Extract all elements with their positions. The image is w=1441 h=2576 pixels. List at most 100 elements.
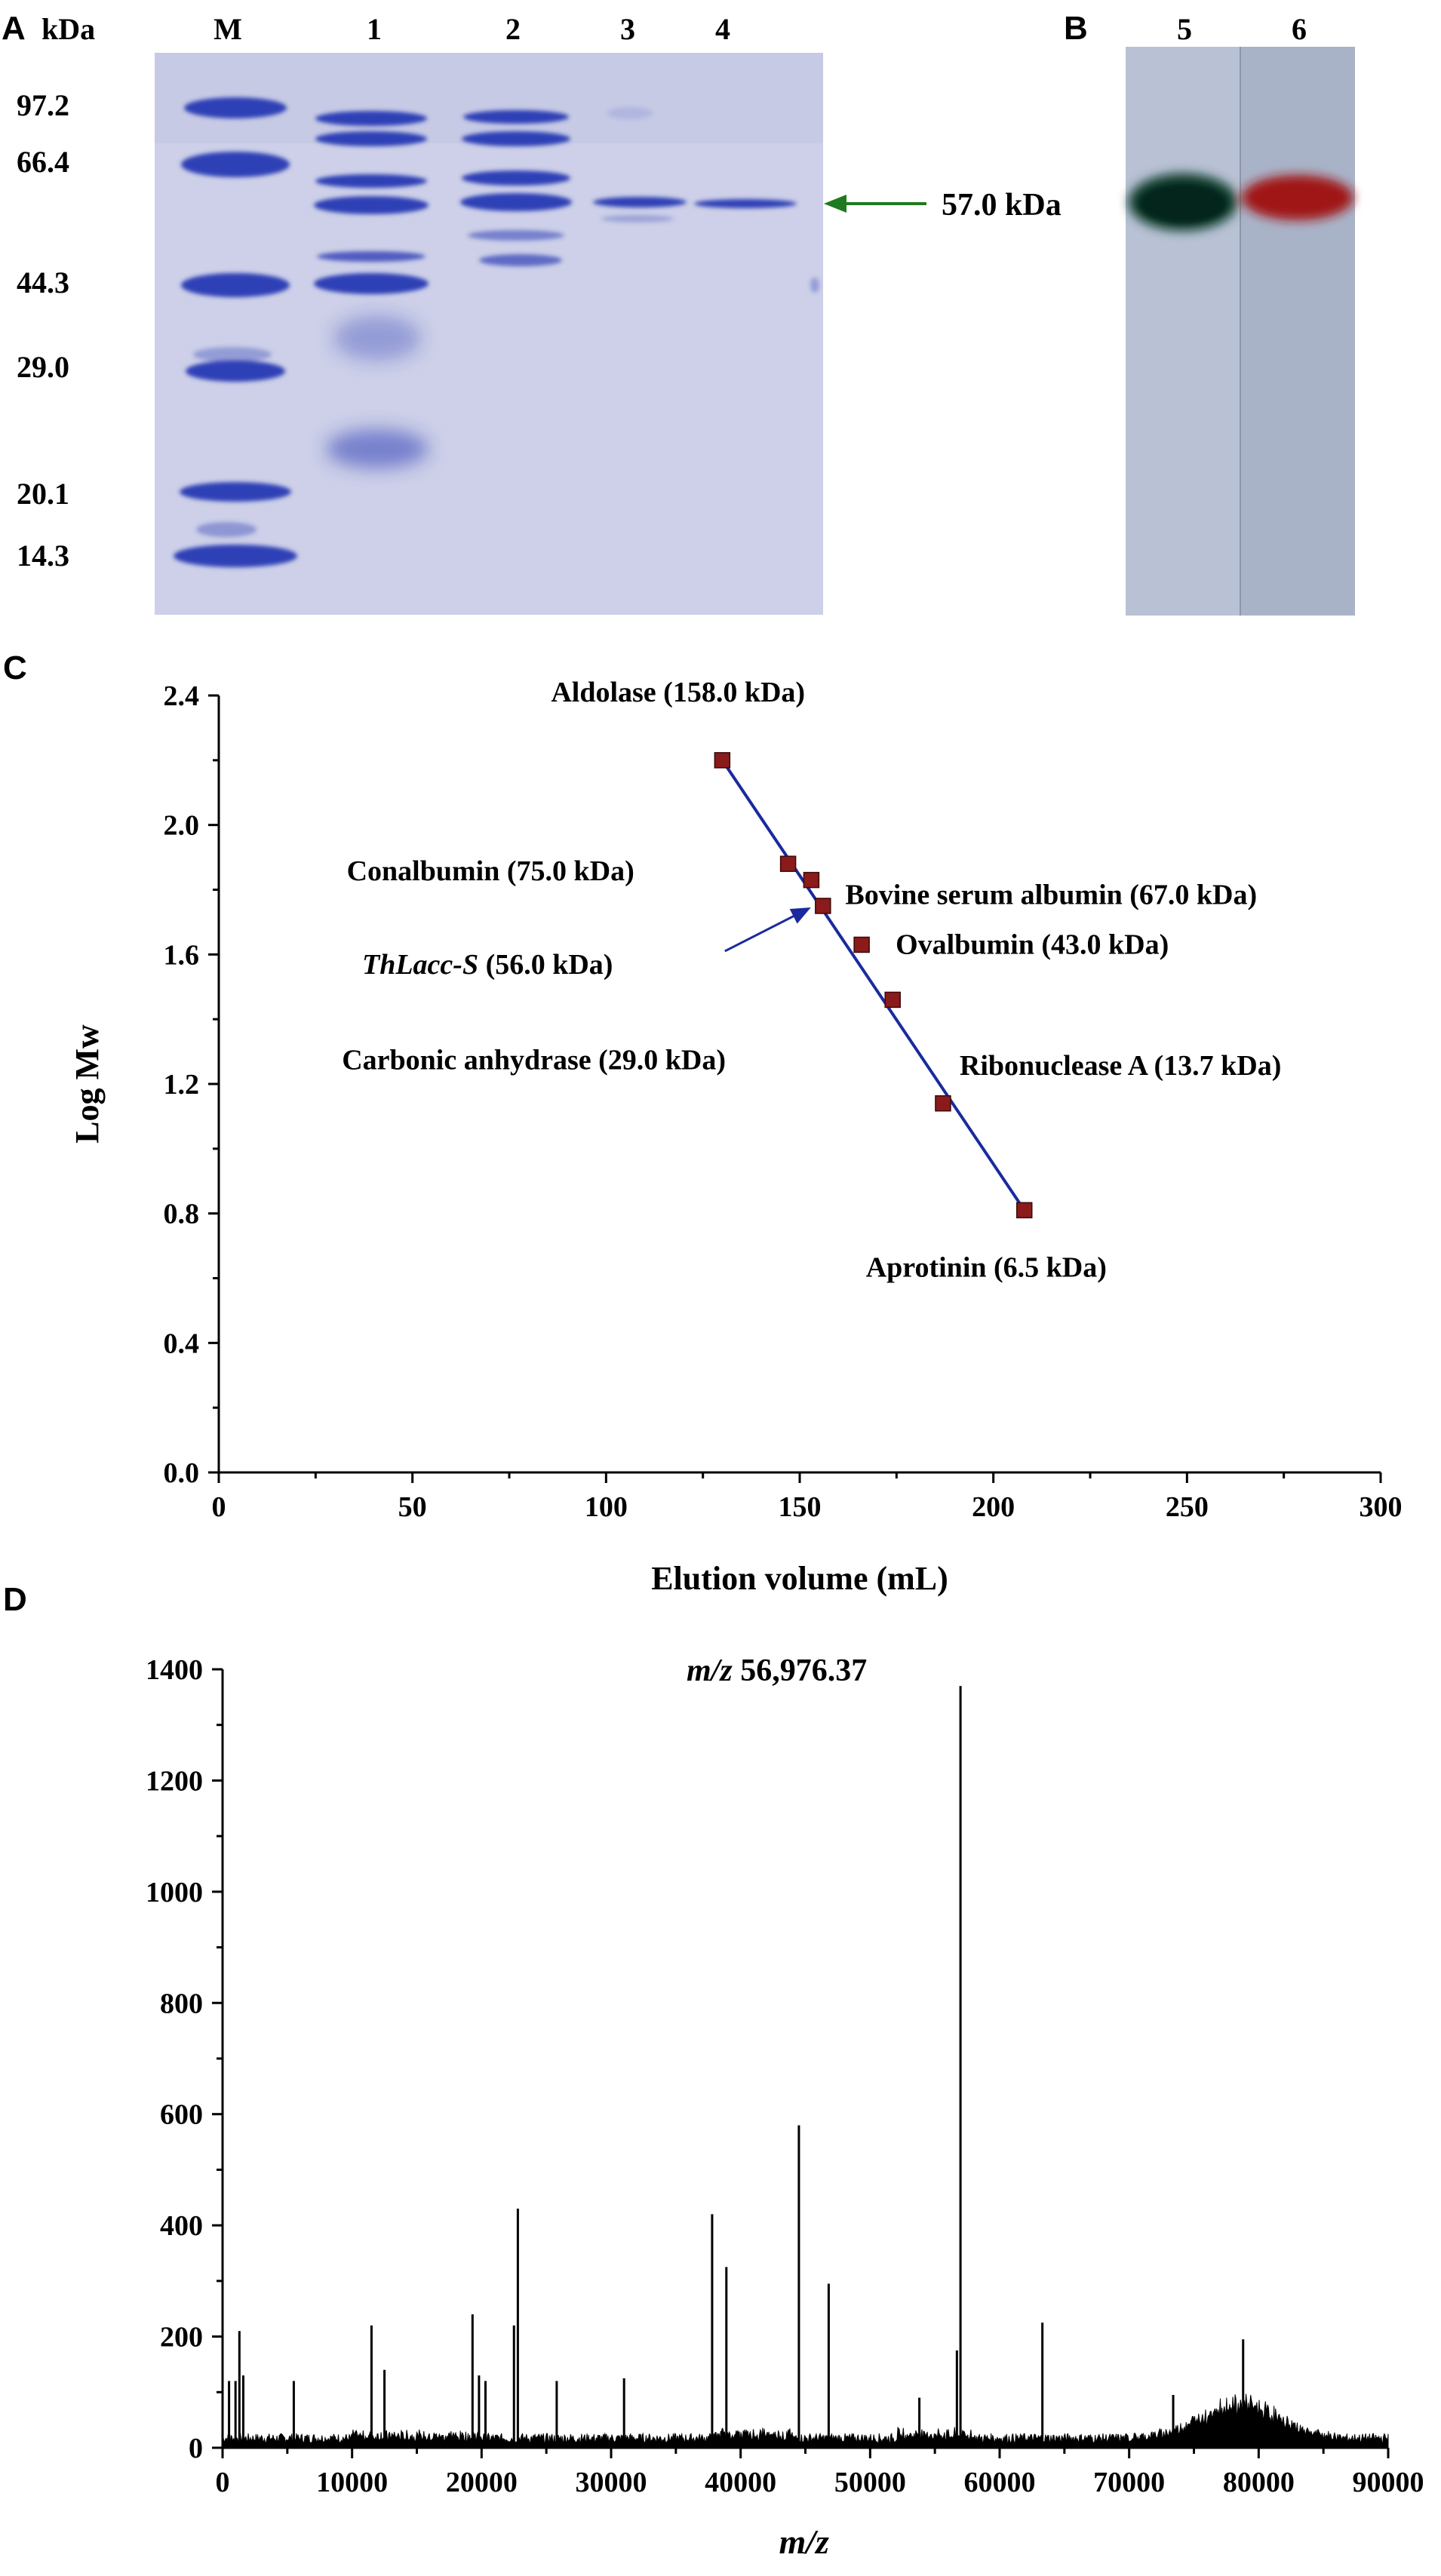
lane-label-6: 6	[1292, 12, 1307, 46]
panel-b: B 5 6	[1064, 10, 1355, 616]
x-tick-label: 50	[398, 1491, 427, 1523]
standard-point	[935, 1095, 951, 1112]
panel-a: A kDa M 1 2 3 4 97.2 66.4 44.3 29.0 20.1…	[2, 10, 1062, 615]
band	[694, 199, 797, 208]
band	[607, 107, 653, 119]
x-axis-label: m/z	[779, 2522, 830, 2561]
marker-label: 20.1	[17, 477, 69, 511]
point-label: Carbonic anhydrase (29.0 kDa)	[342, 1044, 726, 1076]
band	[181, 152, 290, 177]
sample-mw: (56.0 kDa)	[478, 949, 613, 981]
panel-letter-b: B	[1064, 10, 1088, 47]
band	[186, 361, 285, 382]
x-tick-label: 250	[1166, 1491, 1209, 1523]
panel-c: C 0 50 100 150 200 250 300 0.0 0.4 0.8 1.2 1.6 2.0 2.…	[3, 649, 1403, 1597]
point-label: Ovalbumin (43.0 kDa)	[896, 929, 1169, 960]
sds-page-gel	[155, 53, 823, 615]
band	[479, 254, 562, 266]
y-tick-label: 200	[160, 2322, 203, 2353]
maldi-tof-spectrum: 0 10000 20000 30000 40000 50000 60000 70000 8000…	[146, 1653, 1424, 2561]
red-activity-band	[1242, 175, 1353, 220]
band	[180, 482, 291, 502]
band	[462, 170, 570, 186]
mw-arrow	[824, 195, 926, 213]
lane-label-m: M	[214, 12, 242, 46]
annotation-unit: m/z	[687, 1653, 733, 1688]
band	[315, 131, 427, 146]
y-tick-label: 2.4	[164, 680, 200, 712]
y-tick-label: 0.4	[164, 1328, 200, 1359]
x-axis-label: Elution volume (mL)	[651, 1560, 948, 1597]
standard-point	[779, 855, 797, 872]
sample-name: ThLacc-S	[362, 949, 478, 981]
marker-labels: 97.2 66.4 44.3 29.0 20.1 14.3	[17, 88, 69, 573]
x-tick-label: 50000	[834, 2467, 906, 2498]
y-tick-label: 1.2	[164, 1069, 200, 1101]
marker-label: 66.4	[17, 145, 69, 179]
y-tick-label: 0.0	[164, 1457, 200, 1489]
band	[333, 315, 421, 361]
band	[314, 196, 429, 214]
y-tick-label: 800	[160, 1988, 203, 2019]
band	[593, 197, 687, 207]
x-tick-label: 90000	[1353, 2467, 1424, 2498]
y-tick-label: 1200	[146, 1765, 203, 1797]
panel-d: D 0 10000 20000 30000 40000 50000 60000 70000 80…	[3, 1581, 1424, 2561]
marker-label: 29.0	[17, 350, 69, 384]
sample-arrow	[724, 909, 806, 953]
y-tick-label: 600	[160, 2099, 203, 2131]
arrow-label: 57.0 kDa	[942, 188, 1062, 223]
native-gel-lane-5	[1126, 47, 1240, 616]
lane-label-1: 1	[367, 12, 382, 46]
marker-label: 44.3	[17, 266, 69, 299]
x-tick-label: 40000	[705, 2467, 776, 2498]
x-tick-label: 20000	[446, 2467, 518, 2498]
panel-letter-d: D	[3, 1581, 27, 1618]
point-label: Conalbumin (75.0 kDa)	[347, 855, 634, 887]
band	[317, 251, 426, 262]
point-label: Ribonuclease A (13.7 kDa)	[960, 1050, 1281, 1082]
point-label: Aprotinin (6.5 kDa)	[866, 1251, 1107, 1283]
annotation-value: 56,976.37	[733, 1653, 868, 1688]
sample-arrow-head	[789, 907, 811, 924]
y-tick-label: 400	[160, 2210, 203, 2242]
standard-point	[1015, 1202, 1033, 1219]
band	[314, 273, 429, 294]
arrow-head	[824, 195, 846, 213]
band	[601, 215, 674, 223]
panel-letter-a: A	[2, 10, 26, 47]
kda-unit-label: kDa	[41, 12, 95, 46]
band	[184, 97, 287, 118]
lane-label-4: 4	[715, 12, 730, 46]
band	[196, 522, 257, 537]
lane-labels-a: M 1 2 3 4	[214, 12, 730, 46]
x-tick-label: 80000	[1223, 2467, 1295, 2498]
panel-letter-c: C	[3, 649, 27, 686]
sample-point	[815, 898, 831, 914]
lane-label-5: 5	[1177, 12, 1192, 46]
x-tick-label: 60000	[964, 2467, 1036, 2498]
lane-label-2: 2	[505, 12, 521, 46]
green-band-core	[1139, 184, 1227, 223]
y-axis-label: Log Mw	[69, 1024, 106, 1144]
native-gel-lane-6	[1240, 47, 1355, 616]
point-label: Bovine serum albumin (67.0 kDa)	[845, 880, 1257, 911]
regression-line	[720, 759, 1026, 1211]
y-tick-label: 1000	[146, 1877, 203, 1908]
band	[193, 347, 272, 362]
band	[468, 230, 564, 241]
x-tick-label: 0	[212, 1491, 226, 1523]
point-label: Aldolase (158.0 kDa)	[551, 677, 805, 708]
standard-point	[714, 752, 731, 769]
band	[326, 429, 429, 468]
band	[315, 174, 427, 188]
band	[315, 111, 427, 126]
peak-annotation: m/z 56,976.37	[687, 1653, 867, 1688]
y-tick-label: 1.6	[164, 939, 200, 971]
standard-point	[853, 936, 870, 953]
x-tick-label: 30000	[576, 2467, 647, 2498]
band	[460, 193, 572, 211]
y-tick-label: 1400	[146, 1654, 203, 1686]
y-tick-label: 0	[189, 2433, 203, 2464]
